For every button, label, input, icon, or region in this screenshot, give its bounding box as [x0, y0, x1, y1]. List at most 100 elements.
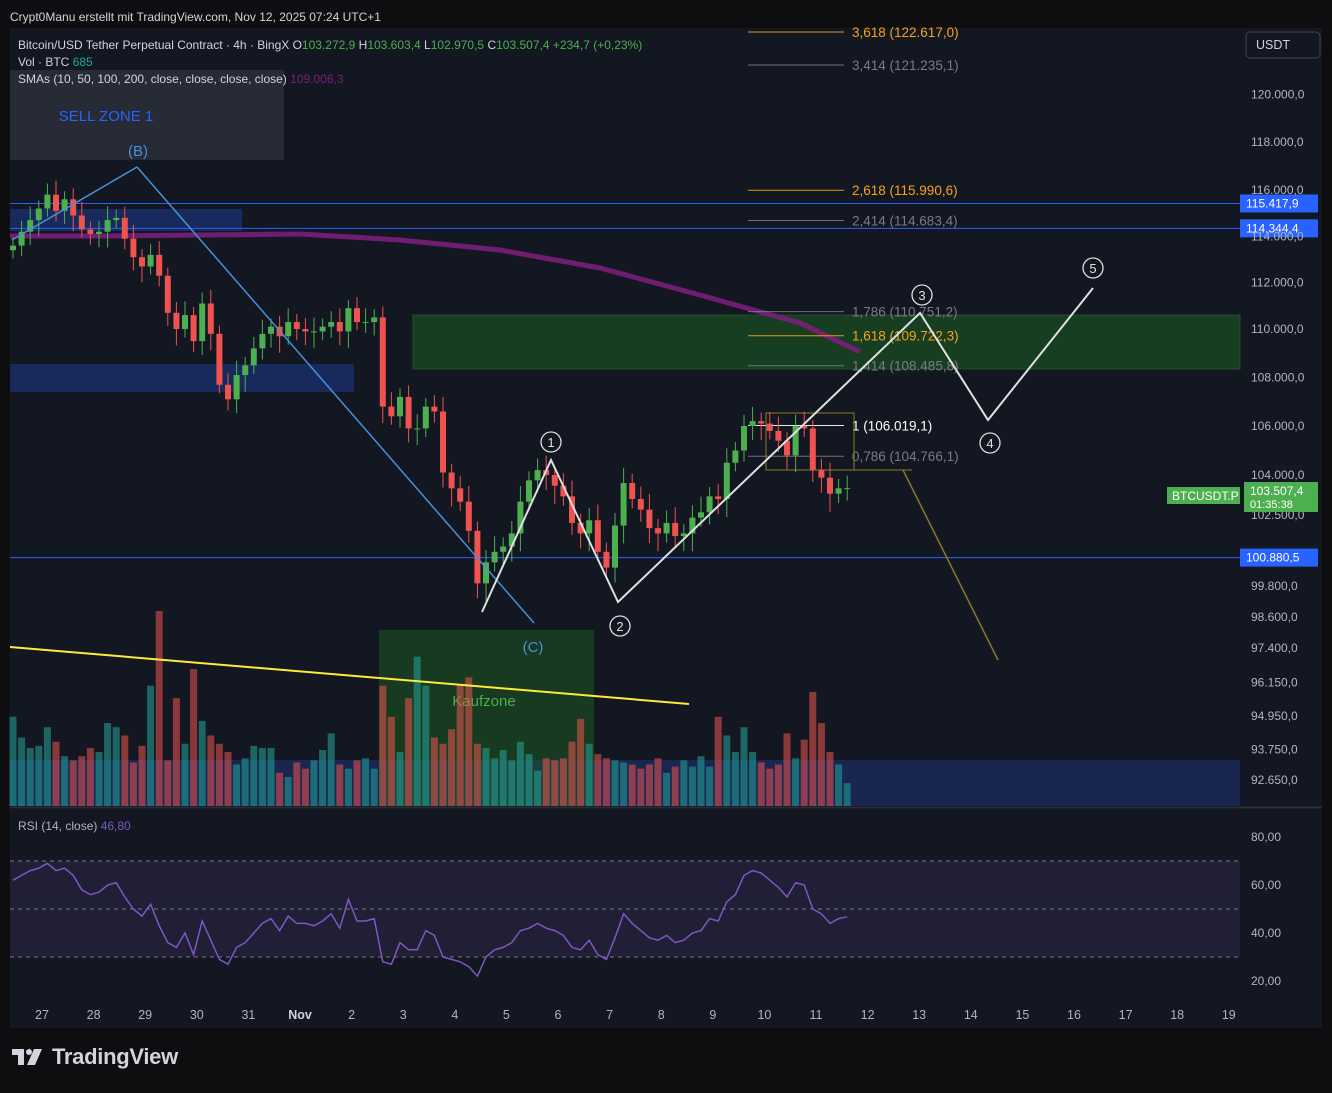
rsi-axis-tick: 60,00	[1251, 878, 1281, 892]
candle-body	[483, 562, 489, 584]
candle-body	[302, 329, 309, 332]
candle-body	[663, 522, 670, 534]
price-axis-tick: 94.950,0	[1251, 709, 1298, 723]
candle-body	[207, 303, 214, 334]
ohlc-legend: Bitcoin/USD Tether Perpetual Contract · …	[18, 38, 642, 52]
wave-number-circle	[609, 615, 631, 637]
price-level-label: 100.880,5	[1246, 551, 1300, 565]
volume-bar	[129, 762, 137, 806]
chart-credit: Crypt0Manu erstellt mit TradingView.com,…	[10, 10, 381, 24]
candle-body	[560, 485, 567, 497]
time-axis[interactable]	[10, 1000, 1240, 1028]
volume-bar	[370, 768, 378, 806]
symbol-tag-box	[1167, 487, 1240, 504]
brand-logo[interactable]: TradingView	[12, 1044, 178, 1070]
volume-bar	[516, 741, 524, 806]
volume-bar	[706, 766, 714, 806]
candle-body	[44, 194, 51, 209]
candle-body	[818, 470, 825, 478]
candle-body	[715, 496, 722, 499]
price-level-label: 114.344,4	[1246, 221, 1299, 235]
candle-body	[87, 229, 94, 235]
time-axis-tick: 10	[757, 1008, 771, 1022]
candle-body	[190, 315, 197, 342]
wave-number-label: 3	[918, 288, 925, 303]
wave-number-label: 1	[547, 435, 554, 450]
time-axis-tick: 31	[241, 1008, 255, 1022]
time-axis-tick: 18	[1170, 1008, 1184, 1022]
volume-bar	[164, 760, 172, 806]
volume-bar	[138, 745, 146, 806]
candle-body	[18, 231, 25, 246]
price-axis-tick: 114.000,0	[1251, 229, 1304, 243]
fib-level-label: 0,786 (104.766,1)	[852, 449, 959, 464]
volume-bar	[473, 743, 481, 806]
candle-body	[414, 428, 421, 430]
fib-level-label: 3,618 (122.617,0)	[852, 25, 959, 40]
candle-body	[70, 199, 77, 216]
current-price: 103.507,4	[1250, 484, 1304, 498]
fib-level-label: 1 (106.019,1)	[852, 419, 932, 434]
volume-bar	[422, 685, 430, 806]
candle-body	[569, 496, 575, 523]
rsi-pane[interactable]	[10, 809, 1240, 1000]
volume-bar	[241, 758, 249, 806]
candle-body	[827, 477, 833, 494]
volume-bar	[353, 760, 361, 806]
volume-bar	[482, 747, 490, 806]
candle-body	[500, 546, 507, 552]
volume-bar	[362, 758, 370, 806]
wave-label-c: (C)	[523, 639, 544, 656]
fib-level-label: 3,414 (121.235,1)	[852, 58, 959, 73]
candle-body	[379, 317, 386, 407]
rsi-line	[12, 862, 848, 978]
candle-body	[689, 517, 696, 534]
volume-bar	[405, 698, 413, 806]
candle-body	[336, 322, 343, 332]
candle-body	[603, 551, 610, 568]
green-resistance-zone	[412, 314, 1241, 370]
candle-body	[345, 308, 352, 332]
wave-label-b: (B)	[128, 143, 148, 160]
price-axis-tick: 112.000,0	[1251, 276, 1304, 290]
currency-button[interactable]	[1245, 31, 1321, 59]
volume-bar	[276, 772, 284, 806]
candle-body	[113, 217, 120, 221]
sma-legend: SMAs (10, 50, 100, 200, close, close, cl…	[18, 72, 344, 86]
volume-bar	[645, 764, 653, 806]
candle-body	[388, 406, 395, 417]
volume-bar	[250, 745, 258, 806]
candle-body	[517, 501, 524, 534]
candle-body	[397, 396, 403, 417]
candle-body	[508, 533, 515, 547]
volume-bar	[224, 752, 232, 806]
volume-bar	[620, 762, 628, 806]
volume-bar	[181, 743, 189, 806]
rsi-axis-tick: 80,00	[1251, 830, 1281, 844]
volume-bar	[413, 656, 421, 806]
price-level-label: 115.417,9	[1246, 196, 1299, 210]
volume-bar	[112, 727, 120, 806]
volume-bar	[680, 760, 688, 806]
volume-bar	[121, 735, 129, 806]
volume-bar	[233, 764, 241, 806]
candle-body	[147, 254, 154, 267]
candle-body	[706, 496, 713, 513]
volume-bar	[843, 783, 851, 806]
candle-body	[758, 421, 765, 424]
tradingview-logo-icon	[12, 1049, 42, 1065]
wave-number-circle	[979, 432, 1001, 454]
wave-number-circle	[911, 284, 933, 306]
volume-bar	[826, 752, 834, 806]
candle-body	[27, 220, 34, 232]
volume-bar	[465, 677, 473, 806]
wave-number-label: 2	[616, 619, 623, 634]
currency-button-label[interactable]: USDT	[1256, 38, 1290, 52]
time-axis-tick: 17	[1119, 1008, 1133, 1022]
candle-body	[311, 331, 317, 333]
volume-bar	[267, 747, 275, 806]
candle-body	[698, 512, 704, 518]
candle-body	[577, 522, 584, 534]
